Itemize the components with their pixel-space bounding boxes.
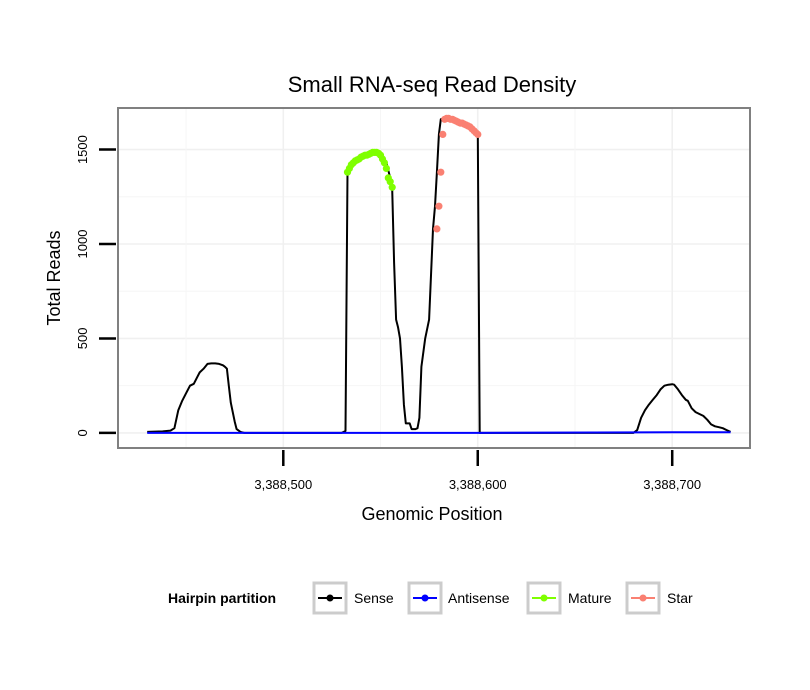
- point-star-21: [474, 130, 482, 138]
- legend-label-sense: Sense: [354, 590, 394, 606]
- legend-key-antisense-dot: [421, 594, 429, 602]
- plot-panel-border: [117, 107, 751, 449]
- point-mature-22: [386, 178, 394, 186]
- point-star-1: [435, 202, 443, 210]
- series-layer: [147, 114, 732, 434]
- y-axis: 0 500 1000 1500: [75, 135, 116, 437]
- legend-item-sense: Sense: [312, 581, 394, 615]
- point-star-2: [437, 168, 445, 176]
- legend: Hairpin partition Sense Antisense Mature…: [168, 581, 693, 615]
- legend-label-star: Star: [667, 590, 693, 606]
- point-star-3: [439, 130, 447, 138]
- legend-key-star-dot: [639, 594, 647, 602]
- grid: [118, 108, 750, 448]
- legend-item-star: Star: [625, 581, 693, 615]
- legend-label-mature: Mature: [568, 590, 612, 606]
- y-tick-label-2: 1000: [75, 230, 90, 259]
- legend-item-antisense: Antisense: [407, 581, 510, 615]
- y-axis-title: Total Reads: [44, 230, 64, 325]
- y-tick-label-3: 1500: [75, 135, 90, 164]
- legend-item-mature: Mature: [526, 581, 612, 615]
- x-axis: 3,388,500 3,388,600 3,388,700: [254, 450, 701, 492]
- series-line-antisense: [147, 431, 731, 434]
- x-tick-label-2: 3,388,700: [643, 477, 701, 492]
- legend-key-sense-dot: [326, 594, 334, 602]
- legend-label-antisense: Antisense: [448, 590, 510, 606]
- legend-key-mature-dot: [540, 594, 548, 602]
- x-tick-label-0: 3,388,500: [254, 477, 312, 492]
- chart-title: Small RNA-seq Read Density: [288, 72, 577, 97]
- point-mature-23: [388, 183, 396, 191]
- point-mature-19: [380, 159, 388, 167]
- point-star-0: [433, 225, 441, 233]
- y-tick-label-1: 500: [75, 328, 90, 350]
- x-axis-title: Genomic Position: [361, 504, 502, 524]
- y-tick-label-0: 0: [75, 429, 90, 436]
- series-line-sense: [147, 117, 732, 434]
- x-tick-label-1: 3,388,600: [449, 477, 507, 492]
- point-mature-20: [382, 164, 390, 172]
- legend-title: Hairpin partition: [168, 590, 276, 606]
